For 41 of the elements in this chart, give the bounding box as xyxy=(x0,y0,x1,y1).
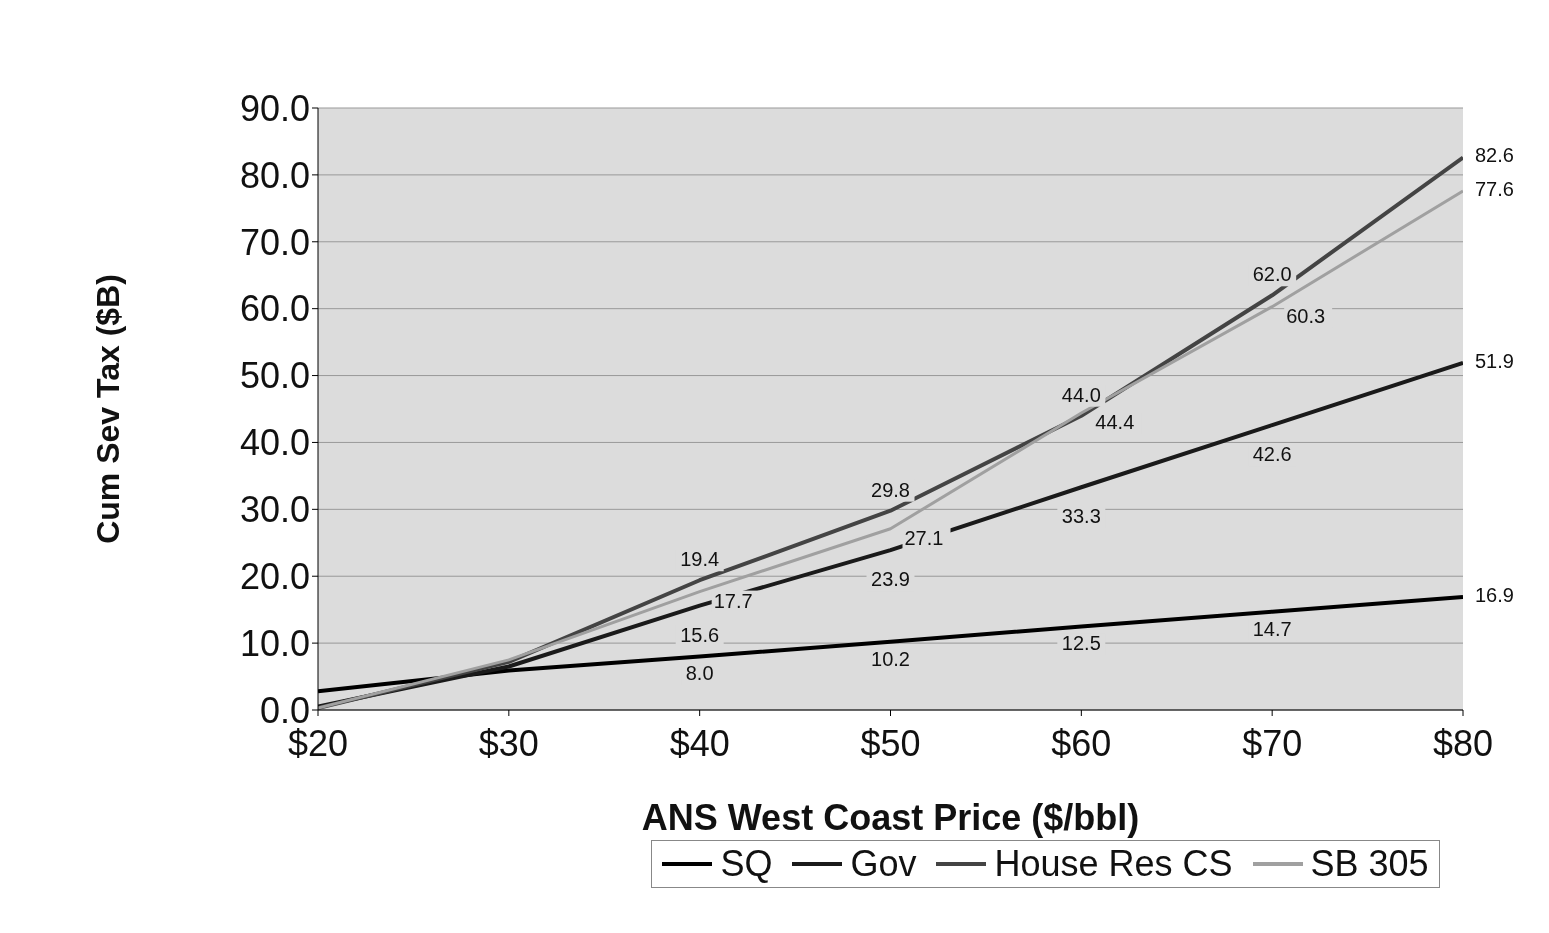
y-tick-label: 60.0 xyxy=(239,288,310,330)
data-label: 17.7 xyxy=(713,589,753,612)
data-label: 19.4 xyxy=(680,548,720,571)
x-axis-title: ANS West Coast Price ($/bbl) xyxy=(641,797,1140,838)
y-tick-label: 50.0 xyxy=(239,355,310,397)
data-label: 51.9 xyxy=(1475,349,1514,372)
x-tick-label: $80 xyxy=(1432,722,1494,764)
data-label: 44.0 xyxy=(1061,383,1101,406)
data-label: 15.6 xyxy=(680,623,720,646)
data-label: 82.6 xyxy=(1475,144,1514,167)
data-label: 77.6 xyxy=(1475,177,1514,200)
data-label: 23.9 xyxy=(871,568,910,591)
legend-label: SQ xyxy=(720,843,773,885)
data-label: 62.0 xyxy=(1252,263,1292,286)
x-tick-label: $40 xyxy=(669,722,730,764)
y-tick-label: 80.0 xyxy=(239,154,310,196)
legend-label: Gov xyxy=(850,843,917,885)
y-tick-label: 70.0 xyxy=(239,221,310,263)
data-label: 14.7 xyxy=(1252,617,1292,640)
legend-label: SB 305 xyxy=(1310,843,1429,885)
data-label: 42.6 xyxy=(1252,443,1292,466)
y-tick-label: 10.0 xyxy=(239,622,310,664)
x-tick-label: $50 xyxy=(860,722,921,764)
x-tick-label: $30 xyxy=(478,722,539,764)
x-tick-label: $70 xyxy=(1242,722,1303,764)
y-axis-title: Cum Sev Tax ($B) xyxy=(90,274,127,544)
y-tick-label: 30.0 xyxy=(239,489,310,531)
data-label: 33.3 xyxy=(1061,505,1101,528)
data-label: 29.8 xyxy=(871,478,910,501)
data-label: 44.4 xyxy=(1095,411,1135,434)
data-label: 12.5 xyxy=(1061,632,1101,655)
data-label: 16.9 xyxy=(1475,583,1514,606)
data-label: 8.0 xyxy=(685,662,714,685)
data-label: 10.2 xyxy=(871,647,910,670)
data-label: 60.3 xyxy=(1286,304,1326,327)
x-tick-label: $60 xyxy=(1051,722,1112,764)
data-label: 27.1 xyxy=(904,526,944,549)
y-tick-label: 40.0 xyxy=(239,422,310,464)
y-tick-label: 90.0 xyxy=(239,87,310,129)
legend-label: House Res CS xyxy=(994,843,1233,885)
y-tick-label: 20.0 xyxy=(239,556,310,597)
